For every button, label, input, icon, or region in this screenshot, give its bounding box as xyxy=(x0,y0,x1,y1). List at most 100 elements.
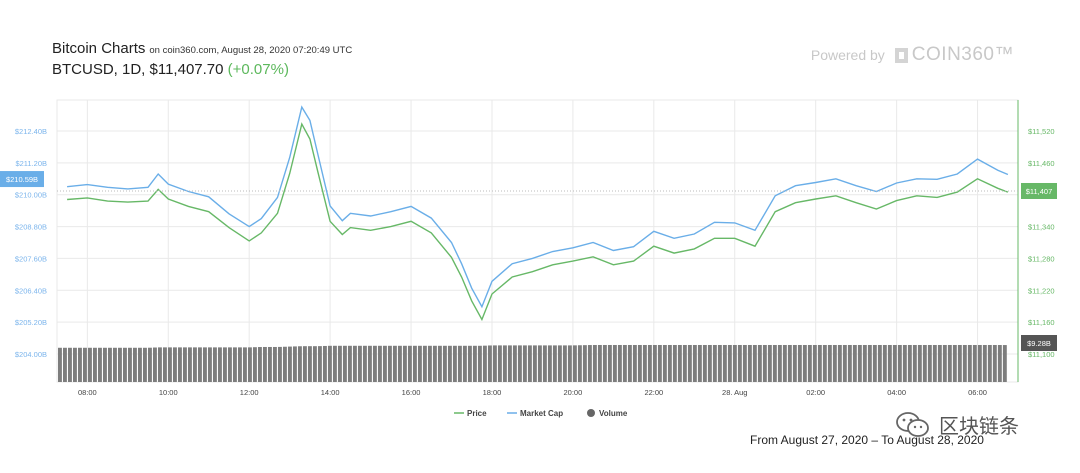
price-badge-label: $11,407 xyxy=(1026,187,1053,196)
volume-bar xyxy=(602,344,607,382)
y-right-tick-label: $11,100 xyxy=(1028,350,1055,359)
volume-bar xyxy=(267,346,272,382)
x-tick-label: 08:00 xyxy=(78,388,97,397)
volume-bar xyxy=(707,344,712,382)
y-right-tick-label: $11,520 xyxy=(1028,127,1055,136)
wechat-watermark: 区块链条 xyxy=(895,410,1019,439)
volume-bar xyxy=(642,344,647,382)
volume-bar xyxy=(312,346,317,382)
volume-bar xyxy=(132,347,137,382)
volume-bar xyxy=(162,347,167,382)
volume-bar xyxy=(742,344,747,382)
volume-bar xyxy=(662,344,667,382)
volume-bar xyxy=(392,345,397,382)
volume-bar xyxy=(62,347,67,382)
volume-bar xyxy=(297,346,302,382)
volume-bar xyxy=(67,347,72,382)
volume-bar xyxy=(192,347,197,382)
y-left-tick-label: $208.80B xyxy=(15,223,47,232)
market-cap-line xyxy=(67,105,1009,309)
volume-bar xyxy=(152,347,157,382)
volume-bar xyxy=(357,345,362,382)
volume-bar xyxy=(292,346,297,382)
volume-bar xyxy=(682,344,687,382)
volume-bar xyxy=(77,347,82,382)
pair-price: BTCUSD, 1D, $11,407.70 xyxy=(52,61,224,78)
volume-bar xyxy=(137,347,142,382)
market-cap-badge xyxy=(0,171,44,188)
volume-bar xyxy=(82,347,87,382)
volume-bar xyxy=(302,346,307,382)
volume-bar xyxy=(482,345,487,382)
volume-bar xyxy=(882,344,887,382)
volume-bar xyxy=(812,344,817,382)
volume-bar xyxy=(752,344,757,382)
volume-bar xyxy=(652,344,657,382)
x-tick-label: 18:00 xyxy=(483,388,502,397)
date-range-caption: From August 27, 2020 – To August 28, 202… xyxy=(750,433,984,447)
volume-bar xyxy=(397,345,402,382)
volume-bar xyxy=(167,347,172,382)
x-tick-label: 12:00 xyxy=(240,388,259,397)
y-left-tick-label: $210.00B xyxy=(15,191,47,200)
volume-bar xyxy=(427,345,432,382)
volume-bar xyxy=(452,345,457,382)
volume-bar xyxy=(222,347,227,382)
volume-bar xyxy=(957,344,962,382)
volume-bar xyxy=(487,345,492,382)
legend-label[interactable]: Price xyxy=(467,409,487,418)
volume-bar xyxy=(977,344,982,382)
volume-bar xyxy=(762,344,767,382)
volume-bar xyxy=(867,344,872,382)
price-badge xyxy=(1021,182,1057,199)
volume-bar xyxy=(612,344,617,382)
volume-bar xyxy=(462,345,467,382)
volume-bar xyxy=(972,344,977,382)
volume-bar xyxy=(872,344,877,382)
volume-bar xyxy=(887,344,892,382)
volume-bar xyxy=(647,344,652,382)
x-tick-label: 14:00 xyxy=(321,388,340,397)
volume-bar xyxy=(322,345,327,382)
volume-bar xyxy=(372,345,377,382)
volume-bar xyxy=(127,347,132,382)
volume-bar xyxy=(572,345,577,382)
volume-bar xyxy=(507,345,512,382)
volume-bar xyxy=(517,345,522,382)
volume-bar xyxy=(247,347,252,382)
volume-bar xyxy=(852,344,857,382)
volume-bar xyxy=(822,344,827,382)
volume-bar xyxy=(962,344,967,382)
volume-bar xyxy=(582,345,587,382)
volume-bar xyxy=(512,345,517,382)
legend-label[interactable]: Market Cap xyxy=(520,409,563,418)
volume-bar xyxy=(102,347,107,382)
volume-bar xyxy=(202,347,207,382)
y-left-tick-label: $207.60B xyxy=(15,254,47,263)
volume-bar xyxy=(237,347,242,382)
volume-bar xyxy=(587,345,592,382)
y-right-tick-label: $11,340 xyxy=(1028,223,1055,232)
volume-bar xyxy=(282,346,287,382)
volume-bar xyxy=(702,344,707,382)
x-tick-label: 02:00 xyxy=(806,388,825,397)
volume-bar xyxy=(712,344,717,382)
volume-bar xyxy=(212,347,217,382)
legend-label[interactable]: Volume xyxy=(599,409,628,418)
volume-bar xyxy=(72,347,77,382)
volume-bar xyxy=(332,345,337,382)
volume-bar xyxy=(917,344,922,382)
powered-by[interactable]: Powered by COIN360™ xyxy=(811,44,1014,66)
volume-bar xyxy=(922,344,927,382)
volume-bar xyxy=(622,344,627,382)
chart-header: Bitcoin Charts on coin360.com, August 28… xyxy=(52,40,352,78)
coin360-logo-icon xyxy=(894,47,908,63)
plot-frame xyxy=(56,99,1019,383)
volume-bar xyxy=(657,344,662,382)
volume-bar xyxy=(58,347,62,382)
volume-bar xyxy=(182,347,187,382)
volume-bar xyxy=(802,344,807,382)
volume-bar xyxy=(837,344,842,382)
volume-bar xyxy=(437,345,442,382)
